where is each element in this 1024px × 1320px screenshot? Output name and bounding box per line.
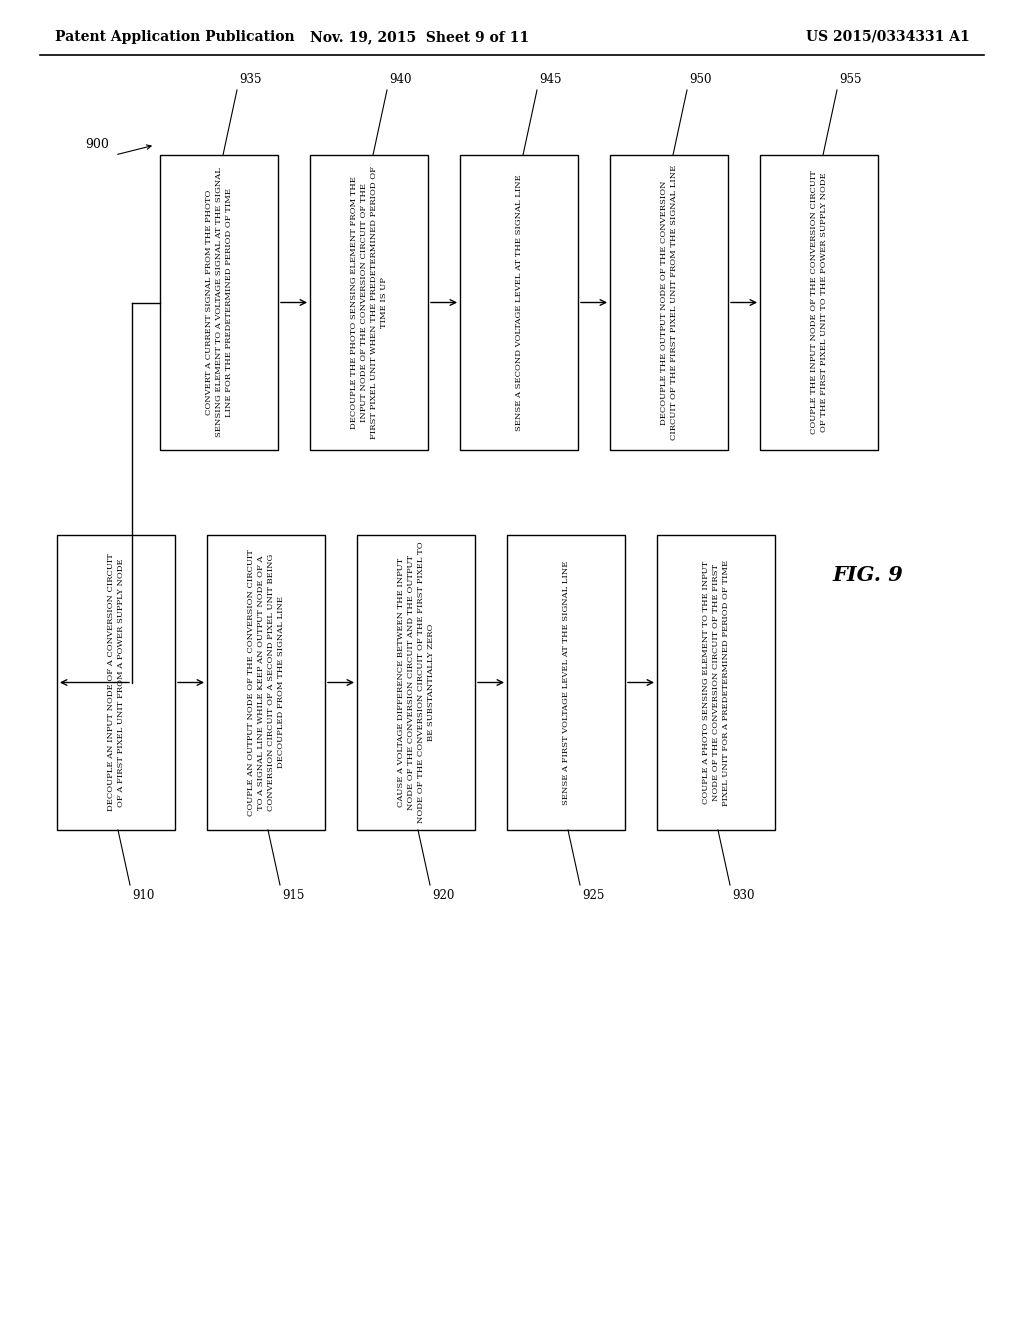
Text: Nov. 19, 2015  Sheet 9 of 11: Nov. 19, 2015 Sheet 9 of 11 (310, 30, 529, 44)
Text: SENSE A FIRST VOLTAGE LEVEL AT THE SIGNAL LINE: SENSE A FIRST VOLTAGE LEVEL AT THE SIGNA… (562, 560, 570, 805)
Bar (57, 535, 175, 830)
Text: US 2015/0334331 A1: US 2015/0334331 A1 (806, 30, 970, 44)
Text: 945: 945 (539, 73, 561, 86)
Bar (160, 154, 278, 450)
Bar (657, 535, 775, 830)
Bar (310, 154, 428, 450)
Text: 900: 900 (85, 139, 109, 152)
Bar (507, 535, 625, 830)
Text: Patent Application Publication: Patent Application Publication (55, 30, 295, 44)
Text: COUPLE AN OUTPUT NODE OF THE CONVERSION CIRCUIT
TO A SIGNAL LINE WHILE KEEP AN O: COUPLE AN OUTPUT NODE OF THE CONVERSION … (247, 549, 285, 816)
Text: 930: 930 (732, 888, 755, 902)
Bar (460, 154, 578, 450)
Text: 920: 920 (432, 888, 455, 902)
Text: COUPLE THE INPUT NODE OF THE CONVERSION CIRCUIT
OF THE FIRST PIXEL UNIT TO THE P: COUPLE THE INPUT NODE OF THE CONVERSION … (810, 170, 828, 434)
Text: COUPLE A PHOTO SENSING ELEMENT TO THE INPUT
NODE OF THE CONVERSION CIRCUIT OF TH: COUPLE A PHOTO SENSING ELEMENT TO THE IN… (701, 560, 730, 805)
Bar (207, 535, 325, 830)
Bar (610, 154, 728, 450)
Text: SENSE A SECOND VOLTAGE LEVEL AT THE SIGNAL LINE: SENSE A SECOND VOLTAGE LEVEL AT THE SIGN… (515, 174, 523, 430)
Text: DECOUPLE AN INPUT NODE OF A CONVERSION CIRCUIT
OF A FIRST PIXEL UNIT FROM A POWE: DECOUPLE AN INPUT NODE OF A CONVERSION C… (106, 553, 125, 812)
Bar (357, 535, 475, 830)
Text: DECOUPLE THE PHOTO SENSING ELEMENT FROM THE
INPUT NODE OF THE CONVERSION CIRCUIT: DECOUPLE THE PHOTO SENSING ELEMENT FROM … (350, 166, 388, 440)
Text: 940: 940 (389, 73, 412, 86)
Text: 910: 910 (132, 888, 155, 902)
Text: DECOUPLE THE OUTPUT NODE OF THE CONVERSION
CIRCUIT OF THE FIRST PIXEL UNIT FROM : DECOUPLE THE OUTPUT NODE OF THE CONVERSI… (659, 165, 678, 440)
Text: 950: 950 (689, 73, 712, 86)
Text: 955: 955 (839, 73, 861, 86)
Bar (760, 154, 878, 450)
Text: 925: 925 (582, 888, 604, 902)
Text: 935: 935 (239, 73, 261, 86)
Text: 915: 915 (282, 888, 304, 902)
Text: CONVERT A CURRENT SIGNAL FROM THE PHOTO
SENSING ELEMENT TO A VOLTAGE SIGNAL AT T: CONVERT A CURRENT SIGNAL FROM THE PHOTO … (205, 168, 233, 437)
Text: CAUSE A VOLTAGE DIFFERENCE BETWEEN THE INPUT
NODE OF THE CONVERSION CIRCUIT AND : CAUSE A VOLTAGE DIFFERENCE BETWEEN THE I… (397, 541, 435, 824)
Text: FIG. 9: FIG. 9 (833, 565, 903, 585)
